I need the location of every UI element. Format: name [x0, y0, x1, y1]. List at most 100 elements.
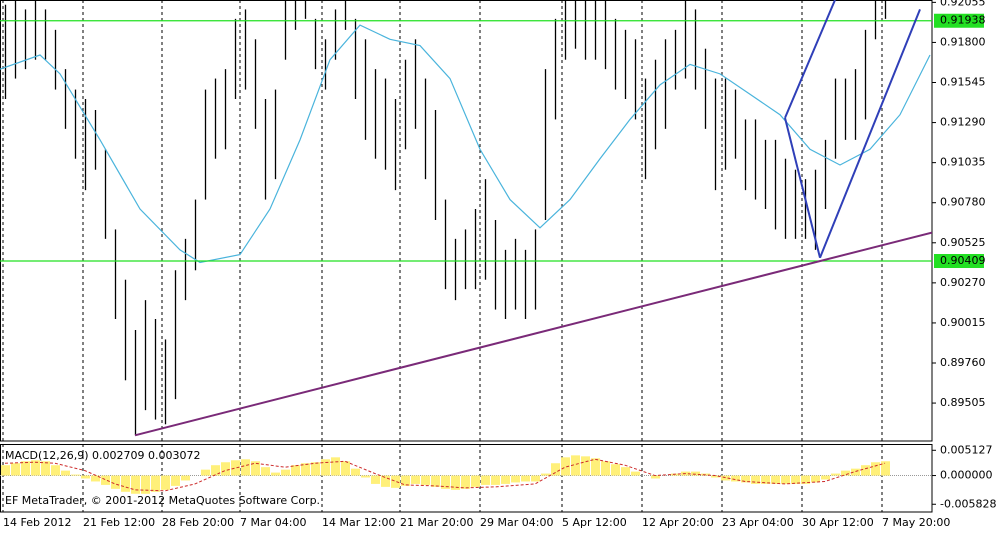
copyright: EF MetaTrader, © 2001-2012 MetaQuotes So… [5, 494, 320, 507]
macd-bar [651, 475, 660, 479]
macd-bar [761, 475, 770, 484]
x-tick-label: 21 Mar 20:00 [400, 516, 473, 529]
y-tick-label: 0.90525 [940, 236, 986, 249]
macd-bar [811, 475, 820, 483]
macd-bar [711, 475, 720, 478]
x-tick-label: 12 Apr 20:00 [642, 516, 714, 529]
macd-bar [381, 475, 390, 487]
macd-bar [51, 465, 60, 476]
macd-bar [441, 475, 450, 489]
x-tick-label: 28 Feb 20:00 [162, 516, 234, 529]
level-label-box [934, 13, 984, 28]
level-label: 0.90409 [940, 254, 986, 267]
macd-bar [611, 464, 620, 476]
trend-line [134, 231, 932, 437]
axes-layer: 0.92055 0.91800 0.91545 0.91290 0.91035 0.907… [3, 0, 996, 529]
macd-bar [291, 465, 300, 476]
macd-bar [1, 465, 10, 476]
trend-line [784, 0, 836, 119]
level-label: 0.91938 [940, 14, 986, 27]
price-panel-frame [0, 0, 933, 442]
macd-bar [201, 469, 210, 476]
y-tick-label: 0.91035 [940, 156, 986, 169]
y-tick-label: 0.91800 [940, 35, 986, 48]
macd-bar [481, 475, 490, 485]
macd-bar [261, 467, 270, 476]
macd-bar [241, 459, 250, 476]
macd-bar [251, 461, 260, 476]
x-tick-label: 30 Apr 12:00 [802, 516, 874, 529]
level-label-box [934, 254, 984, 269]
macd-bar [71, 474, 80, 476]
macd-bar [281, 469, 290, 476]
macd-layer [0, 455, 932, 494]
macd-panel-frame [0, 444, 933, 513]
macd-bar [571, 455, 580, 476]
macd-bar [301, 463, 310, 476]
macd-bar [431, 475, 440, 487]
macd-bar [311, 462, 320, 476]
macd-bar [521, 475, 530, 482]
macd-bar [211, 465, 220, 476]
macd-bar [181, 475, 190, 481]
x-tick-label: 21 Feb 12:00 [83, 516, 155, 529]
macd-bar [391, 475, 400, 488]
macd-bar [861, 465, 870, 476]
macd-bar [781, 475, 790, 484]
macd-bar [341, 461, 350, 476]
macd-bar [141, 475, 150, 494]
y-tick-label: 0.90780 [940, 196, 986, 209]
macd-bar [401, 475, 410, 486]
y-tick-label: 0.90015 [940, 316, 986, 329]
macd-bar [11, 463, 20, 476]
macd-bar [81, 475, 90, 479]
macd-bar [621, 467, 630, 476]
macd-bar [851, 468, 860, 476]
macd-bar [741, 475, 750, 483]
macd-bar [691, 471, 700, 476]
macd-bar [221, 462, 230, 476]
macd-bar [421, 475, 430, 485]
macd-bar [411, 475, 420, 484]
macd-bar [321, 459, 330, 476]
x-tick-label: 14 Feb 2012 [3, 516, 71, 529]
macd-bar [501, 475, 510, 484]
macd-bar [771, 475, 780, 484]
y-tick-label: 0.90270 [940, 276, 986, 289]
y-tick-label: 0.89760 [940, 356, 986, 369]
macd-bar [531, 475, 540, 482]
macd-bar [871, 462, 880, 476]
macd-bar [31, 460, 40, 476]
y-tick-label: 0.91545 [940, 76, 986, 89]
macd-bar [821, 475, 830, 480]
indicator-label: MACD(12,26,9) 0.002709 0.003072 [5, 449, 201, 462]
signal-line [4, 458, 886, 492]
macd-bar [351, 468, 360, 476]
macd-bar [451, 475, 460, 490]
macd-bar [791, 475, 800, 484]
y-tick-label: -0.005828 [940, 497, 996, 510]
macd-bar [881, 461, 890, 476]
macd-bar [371, 475, 380, 484]
y-tick-label: 0.92055 [940, 0, 986, 8]
macd-bar [491, 475, 500, 485]
macd-bar [831, 473, 840, 476]
macd-bar [541, 473, 550, 476]
macd-bar [801, 475, 810, 484]
grid-layer [2, 0, 883, 512]
macd-bar [731, 475, 740, 482]
macd-bar [271, 472, 280, 476]
macd-bar [551, 463, 560, 476]
macd-bar [581, 456, 590, 476]
y-tick-label: 0.89505 [940, 396, 986, 409]
macd-bar [561, 457, 570, 476]
macd-bar [361, 475, 370, 478]
macd-bar [121, 475, 130, 492]
y-tick-label: 0.005127 [940, 443, 993, 456]
macd-bar [751, 475, 760, 484]
x-tick-label: 7 May 20:00 [882, 516, 950, 529]
macd-bar [101, 475, 110, 485]
macd-bar [461, 475, 470, 489]
trend-line [819, 9, 921, 259]
